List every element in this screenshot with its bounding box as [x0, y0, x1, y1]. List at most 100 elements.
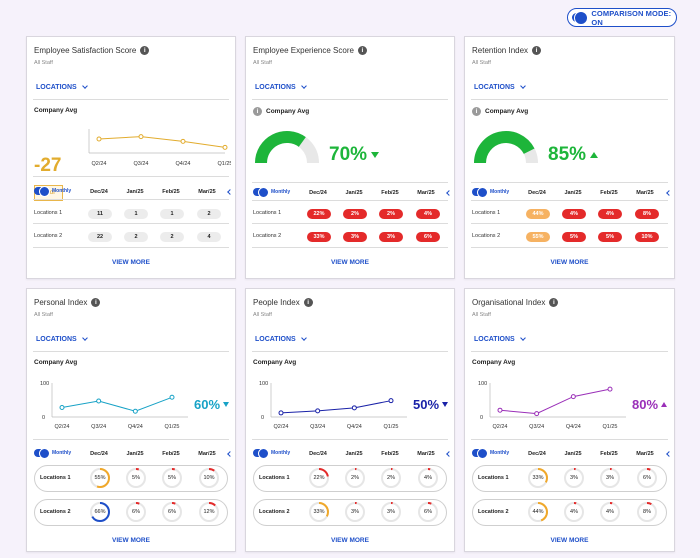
value-pill: 1	[160, 209, 184, 219]
ring-graphic	[162, 468, 182, 488]
value-pill: 55%	[526, 232, 550, 242]
ring-value: 22%	[313, 475, 325, 481]
ring-value: 3%	[387, 509, 395, 515]
month-header: Dec/24	[90, 189, 108, 195]
monthly-toggle[interactable]: Monthly	[472, 187, 509, 198]
ring-fill	[162, 502, 182, 522]
employee-satisfaction-card: Employee Satisfaction Score i All Staff L…	[26, 36, 236, 279]
info-icon[interactable]: i	[91, 298, 101, 307]
chevron-left-icon[interactable]	[227, 451, 233, 457]
chevron-left-icon[interactable]	[666, 190, 672, 196]
location-row[interactable]: Locations 2	[34, 499, 228, 526]
data-point	[169, 394, 175, 400]
location-row[interactable]: Locations 2	[472, 499, 667, 526]
card-title: Employee Satisfaction Score	[34, 46, 137, 55]
chevron-left-icon[interactable]	[227, 189, 233, 195]
info-icon[interactable]: i	[253, 107, 262, 116]
month-header: Mar/25	[636, 190, 654, 196]
percent-ring: 66%	[89, 501, 111, 523]
info-icon[interactable]: i	[532, 46, 542, 55]
locations-dropdown[interactable]: LOCATIONS	[255, 83, 307, 91]
chevron-left-icon[interactable]	[446, 190, 452, 196]
locations-dropdown[interactable]: LOCATIONS	[255, 335, 307, 343]
location-row[interactable]: Locations 1	[472, 465, 667, 492]
view-more-link[interactable]: VIEW MORE	[550, 259, 589, 266]
ring-graphic	[381, 502, 401, 522]
row-label: Locations 1	[259, 475, 290, 481]
ring-value: 33%	[532, 475, 544, 481]
monthly-toggle[interactable]: Monthly	[253, 187, 290, 198]
monthly-toggle[interactable]: Monthly	[34, 186, 71, 197]
ring-value: 4%	[606, 509, 614, 515]
company-avg-label: Company Avg	[34, 359, 78, 366]
month-header: Feb/25	[381, 190, 399, 196]
series-line	[98, 136, 226, 148]
view-more-link[interactable]: VIEW MORE	[112, 259, 150, 266]
locations-dropdown[interactable]: LOCATIONS	[36, 335, 88, 343]
data-point	[278, 410, 284, 416]
info-icon[interactable]: i	[549, 298, 559, 307]
audience-label: All Staff	[34, 312, 53, 318]
percent-ring: 4%	[599, 501, 621, 523]
ring-fill	[381, 502, 401, 522]
percent-ring: 44%	[527, 501, 549, 523]
monthly-toggle[interactable]: Monthly	[253, 448, 290, 459]
y-tick-label: 0	[261, 415, 264, 421]
view-more-link[interactable]: VIEW MORE	[112, 537, 150, 544]
location-row[interactable]: Locations 1	[253, 465, 447, 492]
view-more-link[interactable]: VIEW MORE	[331, 537, 369, 544]
divider	[252, 182, 448, 183]
location-row[interactable]: Locations 1	[34, 465, 228, 492]
company-avg-label: Company Avg	[266, 108, 310, 115]
toggle-switch-icon	[34, 448, 50, 459]
percent-ring: 3%	[344, 501, 366, 523]
audience-label: All Staff	[472, 60, 491, 66]
info-icon[interactable]: i	[303, 298, 313, 307]
ring-fill	[126, 502, 146, 522]
locations-dropdown[interactable]: LOCATIONS	[36, 83, 88, 91]
info-icon[interactable]: i	[472, 107, 481, 116]
percent-ring: 3%	[599, 467, 621, 489]
divider	[33, 199, 229, 200]
card-title: Employee Experience Score	[253, 46, 354, 55]
ring-value: 6%	[643, 475, 651, 481]
chevron-left-icon[interactable]	[666, 451, 672, 457]
percent-ring: 4%	[563, 501, 585, 523]
info-icon[interactable]: i	[357, 46, 367, 55]
company-avg-label: Company Avg	[472, 359, 516, 366]
trend-down-icon	[223, 402, 230, 407]
data-point	[497, 407, 503, 413]
company-avg-value: 85%	[548, 144, 599, 166]
divider	[33, 439, 229, 440]
company-avg-label: Company Avg	[253, 359, 297, 366]
value-pill: 2%	[379, 209, 403, 219]
comparison-mode-toggle[interactable]: COMPARISON MODE: ON	[567, 8, 677, 27]
chevron-down-icon	[519, 83, 526, 89]
ring-fill	[162, 468, 182, 488]
monthly-toggle[interactable]: Monthly	[472, 448, 509, 459]
chevron-down-icon	[519, 335, 526, 341]
trend-up-icon	[590, 152, 599, 158]
divider	[33, 176, 229, 177]
ring-fill	[418, 502, 438, 522]
row-label: Locations 1	[478, 475, 509, 481]
location-row[interactable]: Locations 2	[253, 499, 447, 526]
monthly-toggle[interactable]: Monthly	[34, 448, 71, 459]
info-icon[interactable]: i	[140, 46, 150, 55]
value-pill: 2	[160, 232, 184, 242]
y-tick-label: 100	[259, 381, 268, 387]
locations-dropdown[interactable]: LOCATIONS	[474, 83, 526, 91]
value-pill: 4%	[598, 209, 622, 219]
locations-dropdown[interactable]: LOCATIONS	[474, 335, 526, 343]
view-more-link[interactable]: VIEW MORE	[550, 537, 589, 544]
value-pill: 3%	[379, 232, 403, 242]
month-header: Feb/25	[162, 189, 180, 195]
ring-fill	[90, 468, 110, 488]
view-more-link[interactable]: VIEW MORE	[331, 259, 369, 266]
divider	[471, 351, 668, 352]
ring-value: 2%	[351, 475, 359, 481]
chevron-left-icon[interactable]	[446, 451, 452, 457]
data-point	[96, 398, 102, 404]
ring-graphic	[528, 468, 548, 488]
ring-graphic	[637, 468, 657, 488]
